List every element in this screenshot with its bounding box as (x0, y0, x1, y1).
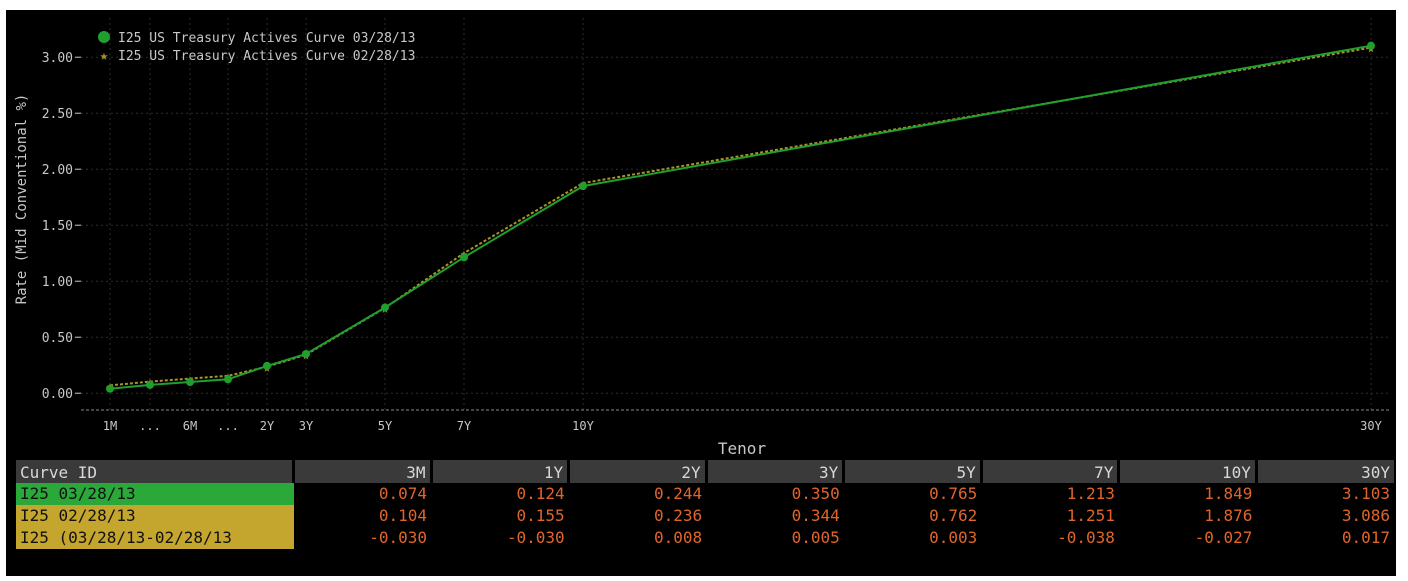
value-cell: 0.008 (654, 528, 703, 547)
column-header-curve-id: Curve ID (16, 460, 295, 483)
column-header: 30Y (1256, 460, 1394, 483)
y-tick-label: 1.00 (42, 275, 73, 290)
curve-id-cell: I25 02/28/13 (16, 505, 294, 527)
curve-id-cell: I25 03/28/13 (16, 483, 294, 505)
value-cell: 1.849 (1204, 484, 1253, 503)
y-axis-title: Rate (Mid Conventional %) (14, 94, 30, 305)
value-cell: 0.244 (654, 484, 703, 503)
table-header-row: Curve ID 3M 1Y 2Y 3Y 5Y 7Y 10Y 30Y (16, 460, 1394, 483)
chart-panel: 0.00 0.50 1.00 1.50 2.00 2.50 3.00 1M... 6M... 2Y… (6, 10, 1396, 576)
column-header: 10Y (1118, 460, 1258, 483)
value-cell: 0.017 (1341, 528, 1390, 547)
table-row: I25 (03/28/13-02/28/13 -0.030 -0.030 0.0… (16, 527, 1394, 549)
value-cell: 3.103 (1341, 484, 1390, 503)
x-tick-label: 7Y (457, 419, 472, 433)
x-tick-label: 1M (103, 419, 117, 433)
x-axis-title: Tenor (718, 439, 767, 458)
y-tick-label: 2.00 (42, 163, 73, 178)
series-point (579, 182, 587, 191)
value-cell: 3.086 (1341, 506, 1390, 525)
legend-marker-star: ★ (100, 48, 109, 64)
series-line (109, 44, 1372, 390)
value-cell: 0.074 (378, 484, 428, 503)
column-header: 3Y (706, 460, 846, 483)
value-cell: 0.762 (929, 506, 978, 525)
value-cell: 1.251 (1066, 506, 1115, 525)
value-cell: -0.030 (369, 528, 428, 547)
column-header: 7Y (981, 460, 1121, 483)
series-point (460, 253, 468, 262)
column-header: 3M (293, 460, 433, 483)
series-point (263, 361, 271, 370)
column-header: 1Y (431, 460, 571, 483)
value-cell: -0.027 (1194, 528, 1253, 547)
value-cell: 0.765 (929, 484, 978, 503)
value-cell: 0.236 (654, 506, 703, 525)
value-cell: 1.876 (1204, 506, 1253, 525)
series-point (1367, 41, 1375, 50)
x-tick-label: 5Y (378, 419, 393, 433)
series-point (224, 375, 232, 384)
value-cell: 1.213 (1066, 484, 1115, 503)
legend-entry: I25 US Treasury Actives Curve 02/28/13 (118, 49, 415, 64)
value-cell: -0.038 (1057, 528, 1115, 547)
curve-id-cell: I25 (03/28/13-02/28/13 (16, 527, 294, 549)
value-cell: 0.003 (929, 528, 978, 547)
x-tick-label: ... (139, 419, 161, 433)
y-tick-label: 2.50 (42, 107, 73, 122)
y-tick-label: 3.00 (42, 51, 73, 66)
series-point (186, 378, 194, 386)
column-header: 5Y (843, 460, 983, 483)
value-cell: 0.124 (516, 484, 565, 503)
x-tick-label: 30Y (1360, 419, 1382, 433)
value-cell: -0.030 (506, 528, 565, 547)
table-row: I25 02/28/13 0.104 0.155 0.236 0.344 0.7… (16, 505, 1394, 527)
x-tick-label: 6M (183, 419, 197, 433)
legend-entry: I25 US Treasury Actives Curve 03/28/13 (118, 31, 415, 46)
x-tick-label: 2Y (260, 419, 275, 433)
table-row: I25 03/28/13 0.074 0.124 0.244 0.350 0.7… (16, 483, 1394, 505)
value-cell: 0.350 (791, 484, 840, 503)
value-cell: 0.104 (378, 506, 428, 525)
value-cell: 0.344 (791, 506, 840, 525)
y-tick-label: 0.50 (42, 331, 73, 346)
value-cell: 0.155 (516, 506, 565, 525)
series-point (381, 303, 389, 312)
value-cell: 0.005 (791, 528, 840, 547)
x-tick-label: 10Y (572, 419, 594, 433)
x-tick-label: 3Y (299, 419, 314, 433)
yield-curve-chart: 0.00 0.50 1.00 1.50 2.00 2.50 3.00 1M... 6M... 2Y… (14, 18, 1391, 458)
y-tick-label: 0.00 (42, 387, 73, 402)
series-point (106, 384, 114, 393)
y-tick-label: 1.50 (42, 219, 73, 234)
legend-marker (98, 31, 110, 43)
curve-table: Curve ID 3M 1Y 2Y 3Y 5Y 7Y 10Y 30Y I25 0… (16, 460, 1394, 549)
series-point (146, 380, 154, 389)
column-header: 2Y (568, 460, 708, 483)
series-line (109, 46, 1372, 387)
x-tick-label: ... (217, 419, 239, 433)
series-point (302, 350, 310, 358)
